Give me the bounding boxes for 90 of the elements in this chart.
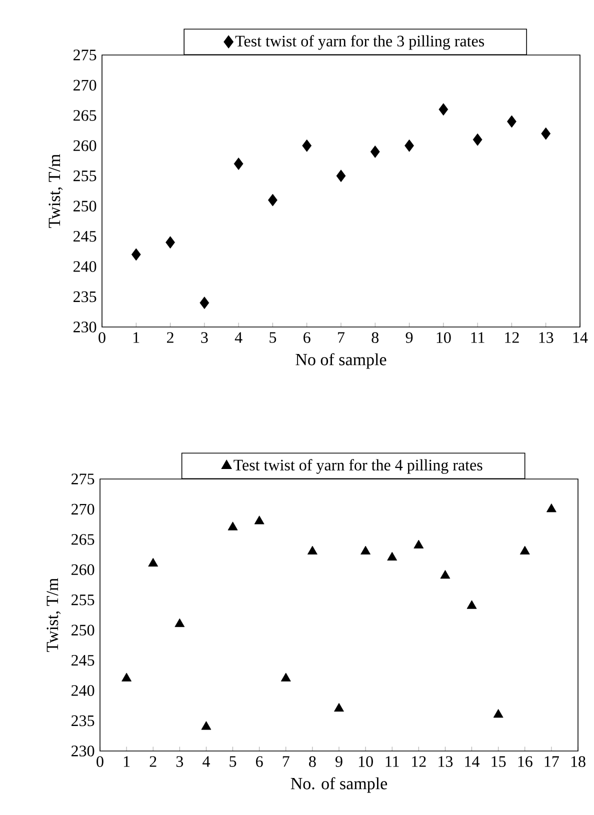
y-tick-label: 275 — [72, 474, 94, 484]
x-tick-label: 11 — [386, 756, 399, 767]
y-tick-label: 250 — [74, 200, 96, 212]
point — [174, 618, 185, 628]
point — [201, 721, 212, 730]
x-tick-label: 1 — [134, 332, 140, 343]
point — [334, 702, 344, 712]
x-tick-label: 6 — [256, 756, 263, 767]
y-tick-label: 260 — [72, 564, 94, 576]
point — [166, 236, 175, 249]
x-tick-label: 9 — [336, 756, 342, 767]
point — [370, 146, 380, 158]
legend-label: Test twist of yarn for the 4 pilling rates — [234, 459, 482, 474]
x-axis-title: No. of sample — [290, 777, 388, 793]
x-tick-label: 3 — [176, 756, 184, 767]
x-tick-label: 17 — [544, 756, 559, 767]
x-tick-label: 12 — [505, 332, 519, 343]
x-tick-label: 6 — [304, 332, 310, 343]
x-tick-label: 0 — [96, 756, 104, 767]
x-tick-label: 3 — [201, 332, 208, 343]
point — [307, 546, 318, 554]
point — [122, 672, 132, 682]
point — [360, 546, 371, 554]
x-tick-label: 5 — [270, 332, 276, 343]
point — [541, 127, 551, 140]
y-axis-title: Twist, T/m — [46, 578, 61, 652]
y-tick-label: 230 — [72, 746, 94, 756]
y-tick-label: 250 — [72, 624, 94, 636]
y-axis-title: Twist, T/m — [48, 154, 63, 228]
x-tick-label: 1 — [124, 756, 130, 767]
point — [466, 600, 477, 609]
x-tick-label: 7 — [282, 756, 290, 767]
point — [493, 709, 504, 718]
y-tick-label: 275 — [74, 50, 96, 60]
x-tick-label: 0 — [98, 332, 106, 343]
y-tick-label: 265 — [74, 110, 96, 121]
point — [520, 546, 530, 554]
y-tick-label: 230 — [74, 322, 96, 332]
point — [280, 672, 291, 682]
x-tick-label: 15 — [492, 756, 506, 767]
x-axis-title: No of sample — [296, 353, 386, 369]
point — [404, 139, 414, 152]
y-tick-label: 270 — [74, 80, 96, 91]
y-tick-label: 265 — [72, 534, 94, 545]
point — [507, 115, 516, 128]
y-tick-label: 235 — [72, 715, 94, 726]
x-tick-label: 13 — [438, 756, 453, 767]
point — [131, 248, 141, 261]
x-tick-label: 8 — [372, 332, 379, 343]
y-tick-label: 240 — [74, 261, 96, 272]
point — [336, 170, 346, 182]
x-tick-label: 7 — [338, 332, 345, 343]
x-tick-label: 8 — [309, 756, 316, 767]
point — [234, 158, 244, 170]
x-tick-label: 10 — [358, 756, 373, 767]
point — [440, 570, 450, 579]
y-tick-label: 255 — [74, 170, 96, 182]
y-tick-label: 270 — [72, 504, 94, 515]
point — [387, 552, 398, 561]
x-tick-label: 2 — [166, 332, 174, 343]
x-tick-label: 9 — [406, 332, 413, 343]
point — [148, 558, 158, 567]
point — [254, 516, 264, 524]
y-tick-label: 235 — [74, 291, 96, 302]
x-tick-label: 2 — [150, 756, 156, 767]
x-tick-label: 16 — [518, 756, 532, 767]
point — [268, 194, 278, 206]
x-tick-label: 12 — [412, 756, 426, 767]
x-tick-label: 14 — [573, 332, 588, 343]
y-tick-label: 240 — [72, 685, 94, 696]
point — [414, 540, 424, 548]
x-tick-label: 4 — [202, 756, 210, 767]
point — [472, 133, 482, 146]
y-tick-label: 260 — [74, 140, 96, 152]
y-tick-label: 245 — [74, 230, 96, 242]
x-tick-label: 14 — [465, 756, 480, 767]
point — [200, 296, 210, 310]
x-tick-label: 5 — [230, 756, 236, 767]
x-tick-label: 4 — [234, 332, 242, 343]
point — [302, 139, 312, 152]
x-tick-label: 13 — [539, 332, 554, 343]
x-tick-label: 10 — [436, 332, 451, 343]
y-tick-label: 255 — [72, 594, 94, 606]
point — [228, 522, 238, 530]
y-tick-label: 245 — [72, 654, 94, 666]
point — [546, 504, 556, 512]
point — [438, 103, 448, 116]
x-tick-label: 11 — [471, 332, 484, 343]
x-tick-label: 18 — [571, 756, 586, 767]
legend-label: Test twist of yarn for the 3 pilling rates — [235, 35, 484, 50]
